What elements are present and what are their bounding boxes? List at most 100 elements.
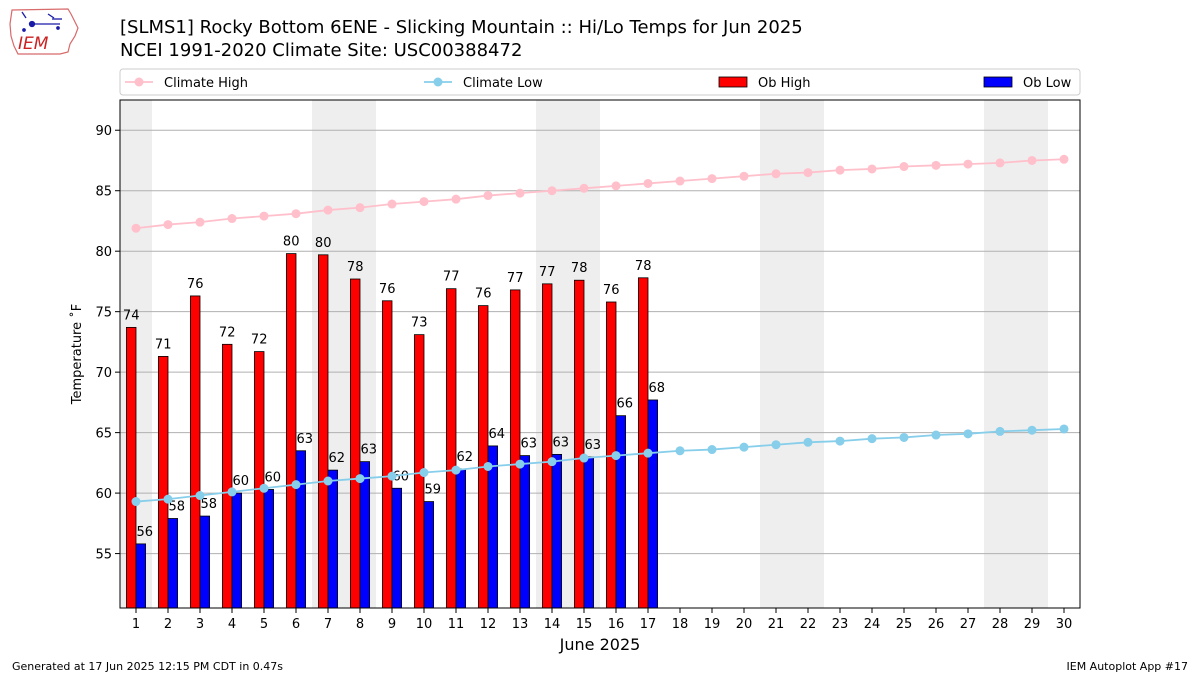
ob-low-bar bbox=[199, 515, 211, 609]
ob-high-bar bbox=[477, 305, 489, 609]
ob-high-bar bbox=[189, 295, 201, 609]
x-tick-label: 15 bbox=[576, 617, 593, 632]
x-tick-label: 2 bbox=[164, 617, 172, 632]
climate-high-point bbox=[131, 223, 141, 233]
x-tick-label: 23 bbox=[832, 617, 849, 632]
climate-high-point bbox=[963, 159, 973, 169]
ob-low-bar bbox=[519, 455, 531, 609]
x-tick-label: 29 bbox=[1024, 617, 1041, 632]
ob-low-label: 63 bbox=[585, 438, 602, 453]
climate-low-point bbox=[131, 497, 141, 507]
climate-low-point bbox=[1027, 425, 1037, 435]
ob-high-bar bbox=[285, 253, 297, 609]
x-tick-label: 14 bbox=[544, 617, 561, 632]
ob-low-label: 66 bbox=[617, 397, 634, 412]
y-tick-label: 80 bbox=[95, 245, 112, 260]
ob-low-label: 60 bbox=[265, 470, 282, 485]
ob-high-label: 77 bbox=[443, 270, 460, 285]
weekend-shade bbox=[792, 100, 824, 608]
climate-high-point bbox=[355, 203, 365, 213]
climate-low-point bbox=[771, 440, 781, 450]
climate-low-line bbox=[135, 428, 1065, 503]
ob-low-label: 58 bbox=[169, 499, 186, 514]
climate-high-point bbox=[931, 160, 941, 170]
climate-low-point bbox=[163, 494, 173, 504]
x-tick-label: 9 bbox=[388, 617, 396, 632]
ob-low-bar bbox=[263, 489, 275, 609]
climate-low-point bbox=[1059, 424, 1069, 434]
ob-low-bar bbox=[327, 469, 339, 609]
climate-high-point bbox=[163, 220, 173, 230]
x-tick-label: 7 bbox=[324, 617, 332, 632]
ob-high-label: 76 bbox=[475, 287, 492, 302]
climate-high-point bbox=[771, 169, 781, 179]
app-footer: IEM Autoplot App #17 bbox=[1066, 660, 1189, 673]
weekend-shade bbox=[984, 100, 1016, 608]
ob-high-label: 78 bbox=[635, 259, 652, 274]
ob-high-bar bbox=[157, 356, 169, 609]
climate-high-point bbox=[867, 164, 877, 174]
x-tick-label: 4 bbox=[228, 617, 236, 632]
x-tick-label: 5 bbox=[260, 617, 268, 632]
ob-low-label: 58 bbox=[201, 497, 218, 512]
ob-high-label: 77 bbox=[539, 265, 556, 280]
climate-low-point bbox=[387, 471, 397, 481]
ob-low-label: 56 bbox=[137, 525, 154, 540]
x-tick-label: 3 bbox=[196, 617, 204, 632]
ob-high-label: 76 bbox=[379, 282, 396, 297]
ob-low-label: 60 bbox=[393, 469, 410, 484]
ob-high-label: 71 bbox=[155, 337, 172, 352]
legend-ob-high-swatch bbox=[718, 76, 748, 88]
climate-high-point bbox=[419, 197, 429, 207]
chart-subtitle: NCEI 1991-2020 Climate Site: USC00388472 bbox=[120, 40, 523, 61]
x-tick-label: 30 bbox=[1056, 617, 1073, 632]
y-tick-label: 90 bbox=[95, 124, 112, 139]
legend-ob-high-label: Ob High bbox=[758, 76, 811, 91]
y-axis-label: Temperature ˚F bbox=[69, 304, 85, 405]
ob-high-bar bbox=[349, 278, 361, 609]
ob-low-label: 60 bbox=[233, 474, 250, 489]
weekend-shade bbox=[1016, 100, 1048, 608]
climate-high-point bbox=[291, 209, 301, 219]
climate-low-point bbox=[803, 437, 813, 447]
ob-low-bar bbox=[583, 456, 595, 609]
ob-high-label: 80 bbox=[315, 236, 332, 251]
x-tick-label: 25 bbox=[896, 617, 913, 632]
y-tick-label: 85 bbox=[95, 185, 112, 200]
legend-climate-high-marker bbox=[134, 77, 144, 87]
x-tick-label: 16 bbox=[608, 617, 625, 632]
ob-low-bar bbox=[455, 468, 467, 609]
climate-high-point bbox=[579, 183, 589, 193]
y-tick-label: 55 bbox=[95, 548, 112, 563]
climate-high-point bbox=[675, 176, 685, 186]
climate-high-point bbox=[611, 181, 621, 191]
climate-high-point bbox=[259, 211, 269, 221]
climate-high-point bbox=[899, 162, 909, 172]
ob-low-bar bbox=[391, 487, 403, 609]
x-tick-label: 18 bbox=[672, 617, 689, 632]
ob-high-bar bbox=[542, 283, 553, 609]
climate-low-point bbox=[451, 465, 461, 475]
climate-low-point bbox=[515, 459, 525, 469]
climate-low-point bbox=[963, 429, 973, 439]
ob-low-label: 62 bbox=[329, 451, 346, 466]
x-tick-label: 27 bbox=[960, 617, 977, 632]
ob-high-bar bbox=[638, 277, 649, 609]
x-tick-label: 13 bbox=[512, 617, 529, 632]
climate-low-point bbox=[835, 436, 845, 446]
iem-logo: IEM bbox=[8, 6, 82, 58]
ob-low-label: 62 bbox=[457, 450, 474, 465]
climate-high-point bbox=[195, 217, 205, 227]
climate-low-point bbox=[611, 451, 621, 461]
climate-low-point bbox=[739, 442, 749, 452]
ob-low-label: 63 bbox=[361, 443, 378, 458]
ob-low-label: 64 bbox=[489, 427, 506, 442]
ob-low-bar bbox=[423, 501, 435, 609]
climate-high-point bbox=[323, 205, 333, 215]
climate-low-point bbox=[419, 468, 429, 478]
ob-high-bar bbox=[126, 326, 137, 609]
ob-high-label: 77 bbox=[507, 271, 524, 286]
climate-high-point bbox=[483, 191, 493, 201]
ob-low-label: 63 bbox=[553, 435, 570, 450]
ob-high-label: 73 bbox=[411, 316, 428, 331]
